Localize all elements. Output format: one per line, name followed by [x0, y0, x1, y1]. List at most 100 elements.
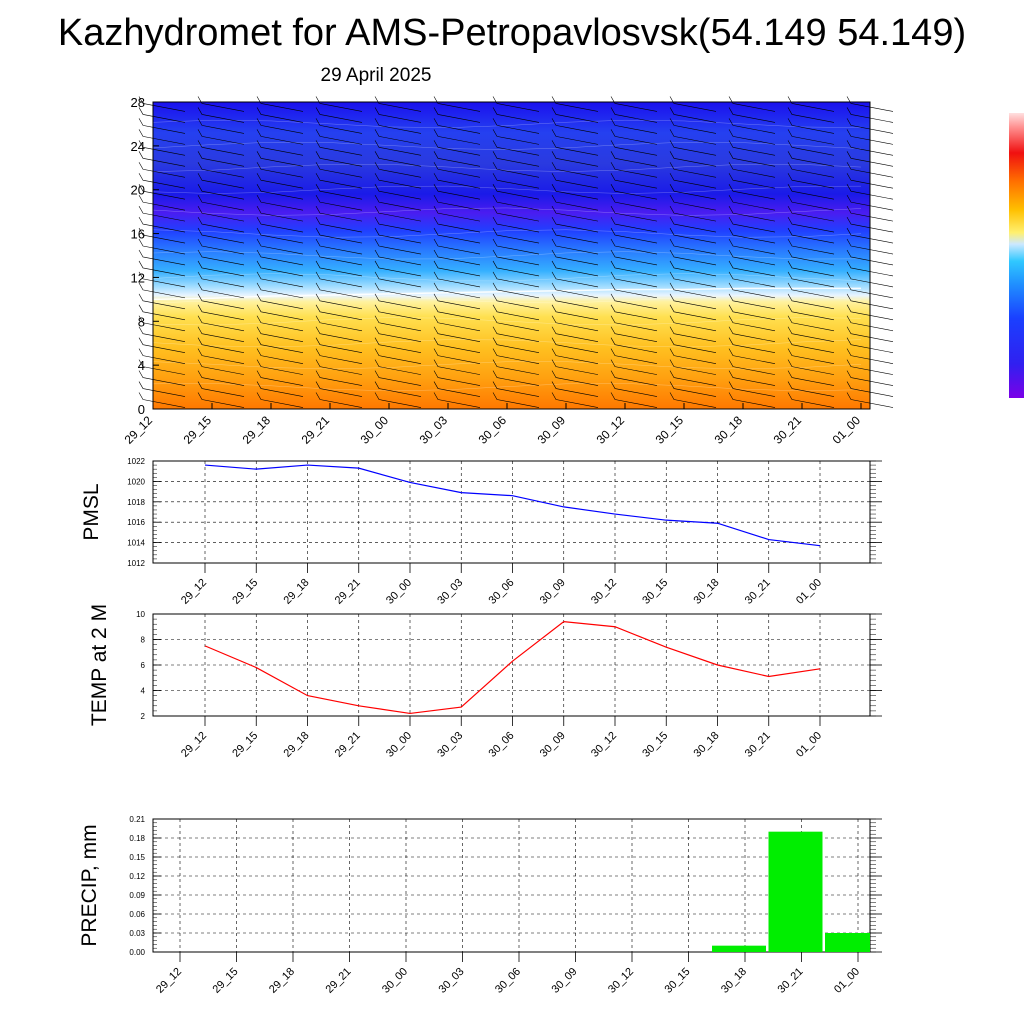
wind-barb: [669, 205, 717, 222]
wind-barb: [551, 348, 599, 364]
y-tick-label: 24: [131, 139, 145, 154]
wind-barb: [138, 151, 186, 167]
wind-barb: [846, 249, 894, 266]
wind-barb: [669, 337, 717, 353]
x-tick-label: 30_00: [384, 730, 414, 760]
wind-barb: [315, 249, 363, 266]
wind-barb: [846, 140, 894, 156]
wind-barb: [610, 107, 658, 123]
y-axis-title: TEMP at 2 M: [88, 604, 111, 726]
wind-barb: [197, 260, 245, 277]
wind-barb: [433, 271, 481, 288]
wind-barb: [315, 293, 363, 310]
wind-barb: [256, 205, 304, 222]
wind-barb: [669, 129, 717, 145]
wind-barb: [315, 96, 363, 112]
wind-barb: [433, 304, 481, 321]
wind-barb: [197, 315, 245, 332]
wind-barb: [669, 107, 717, 123]
x-tick-label: 30_03: [435, 577, 465, 607]
x-tick-label: 30_18: [719, 966, 749, 996]
wind-barb: [374, 151, 422, 167]
wind-barb: [610, 293, 658, 310]
wind-barb: [138, 370, 186, 386]
wind-barb: [374, 184, 422, 200]
wind-barb: [551, 227, 599, 244]
wind-barb: [551, 184, 599, 200]
precip-bar: [712, 945, 766, 952]
cross-section-chart: 0 4 8 12 16 20 24 28 29_12 29_15 29_18 29_21 30_00 30…: [122, 95, 894, 447]
wind-barb: [492, 392, 540, 408]
wind-barb: [492, 173, 540, 189]
wind-barb: [315, 195, 363, 211]
wind-barb: [669, 293, 717, 310]
contour-line: [152, 119, 862, 128]
wind-barb: [787, 227, 835, 244]
page-title: Kazhydromet for AMS-Petropavlosvsk(54.14…: [57, 12, 967, 54]
wind-barb: [138, 392, 186, 408]
wind-barb: [610, 96, 658, 112]
wind-barb: [728, 162, 776, 178]
wind-barb: [433, 118, 481, 134]
wind-barb: [374, 216, 422, 233]
wind-barb: [256, 392, 304, 408]
wind-barb: [610, 238, 658, 255]
wind-barb: [256, 118, 304, 134]
wind-barb: [433, 282, 481, 299]
wind-barb: [197, 173, 245, 189]
wind-barb: [374, 162, 422, 178]
y-tick-label: 6: [141, 661, 146, 670]
wind-barb: [315, 107, 363, 123]
wind-barb: [138, 337, 186, 353]
wind-barb: [492, 359, 540, 375]
wind-barb: [669, 173, 717, 189]
wind-barb: [197, 370, 245, 386]
wind-barb: [374, 195, 422, 211]
wind-barb: [256, 151, 304, 167]
y-tick-label: 0.06: [129, 910, 145, 919]
wind-barb: [374, 260, 422, 277]
wind-barb: [374, 293, 422, 310]
wind-barb: [846, 151, 894, 167]
wind-barb: [197, 151, 245, 167]
wind-barb: [610, 359, 658, 375]
wind-barb: [787, 282, 835, 299]
wind-barb: [610, 326, 658, 343]
wind-barb: [551, 381, 599, 397]
wind-barb: [846, 238, 894, 255]
temperature-chart: 2 4 6 8 10 29_12 29_15 29_18 29_21 30_00 30_03 30_0…: [88, 604, 882, 760]
wind-barb: [846, 370, 894, 386]
wind-barb: [138, 238, 186, 255]
y-tick-label: 0.12: [129, 872, 145, 881]
wind-barb: [610, 304, 658, 321]
wind-barb: [374, 107, 422, 123]
wind-barb: [374, 118, 422, 134]
wind-barb: [551, 205, 599, 222]
x-tick-label: 30_18: [692, 730, 722, 760]
wind-barb: [197, 348, 245, 364]
page-subtitle: 29 April 2025: [320, 65, 432, 86]
wind-barb: [669, 151, 717, 167]
wind-barb: [669, 370, 717, 386]
contour-line: [152, 164, 862, 172]
wind-barb: [669, 260, 717, 277]
wind-barb: [610, 129, 658, 145]
wind-barb: [492, 260, 540, 277]
wind-barb: [610, 271, 658, 288]
wind-barb: [728, 337, 776, 353]
wind-barb: [256, 96, 304, 112]
wind-barb: [256, 216, 304, 233]
wind-barb: [433, 238, 481, 255]
wind-barb: [197, 129, 245, 145]
wind-barb: [551, 293, 599, 310]
x-tick-label: 29_15: [181, 413, 215, 447]
wind-barb: [256, 227, 304, 244]
wind-barb: [315, 238, 363, 255]
wind-barb: [256, 348, 304, 364]
wind-barb: [787, 337, 835, 353]
x-tick-label: 30_12: [589, 577, 619, 607]
wind-barb: [728, 107, 776, 123]
wind-barb: [138, 216, 186, 233]
wind-barb: [728, 151, 776, 167]
x-tick-label: 29_18: [282, 730, 312, 760]
